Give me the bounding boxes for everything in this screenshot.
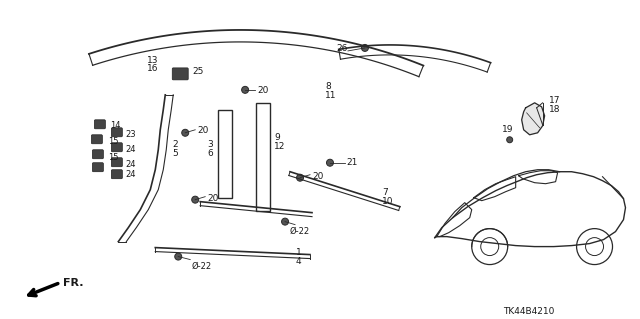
Text: 2: 2: [172, 140, 178, 149]
Text: 19: 19: [502, 125, 514, 134]
Text: 9: 9: [274, 133, 280, 142]
FancyBboxPatch shape: [172, 68, 188, 80]
Circle shape: [175, 253, 182, 260]
FancyBboxPatch shape: [111, 128, 122, 137]
Text: 8: 8: [325, 82, 331, 91]
Text: 17: 17: [548, 96, 560, 105]
FancyBboxPatch shape: [111, 158, 122, 167]
Circle shape: [507, 137, 513, 143]
Text: 15: 15: [108, 137, 119, 146]
Text: 6: 6: [207, 149, 213, 158]
Text: 20: 20: [207, 194, 219, 203]
Text: 20: 20: [257, 86, 268, 95]
Text: 14: 14: [110, 121, 121, 130]
Bar: [218, 110, 232, 198]
FancyBboxPatch shape: [111, 170, 122, 179]
Text: 15: 15: [108, 153, 119, 162]
Text: 4: 4: [296, 256, 301, 266]
Text: 13: 13: [147, 56, 159, 65]
FancyBboxPatch shape: [111, 143, 122, 152]
Text: 3: 3: [207, 140, 213, 149]
Text: 1: 1: [296, 248, 302, 256]
Circle shape: [192, 196, 198, 203]
Text: 25: 25: [192, 67, 204, 76]
Text: 12: 12: [274, 142, 285, 151]
FancyBboxPatch shape: [92, 163, 104, 172]
Text: 24: 24: [125, 160, 136, 169]
FancyBboxPatch shape: [92, 150, 104, 159]
Text: 24: 24: [125, 145, 136, 154]
FancyBboxPatch shape: [92, 135, 102, 144]
Text: 24: 24: [125, 170, 136, 179]
Text: 20: 20: [312, 172, 323, 181]
FancyBboxPatch shape: [94, 120, 106, 129]
Text: 21: 21: [346, 158, 357, 167]
Text: TK44B4210: TK44B4210: [502, 308, 554, 316]
Text: 5: 5: [172, 149, 178, 158]
Text: Ø-22: Ø-22: [289, 226, 309, 236]
Text: 26: 26: [337, 44, 348, 53]
Circle shape: [242, 86, 248, 93]
Text: FR.: FR.: [63, 278, 84, 287]
Text: Ø-22: Ø-22: [191, 262, 211, 271]
Text: 18: 18: [548, 105, 560, 114]
Text: 11: 11: [325, 91, 337, 100]
Text: 16: 16: [147, 64, 159, 73]
Text: 20: 20: [197, 126, 209, 135]
Circle shape: [362, 44, 369, 51]
Text: 7: 7: [382, 188, 388, 197]
Circle shape: [282, 218, 289, 225]
Text: 10: 10: [382, 197, 394, 206]
Circle shape: [296, 174, 303, 181]
Circle shape: [326, 159, 333, 166]
Polygon shape: [522, 103, 545, 135]
Bar: [256, 103, 270, 211]
Circle shape: [182, 129, 189, 136]
Text: 23: 23: [125, 130, 136, 139]
